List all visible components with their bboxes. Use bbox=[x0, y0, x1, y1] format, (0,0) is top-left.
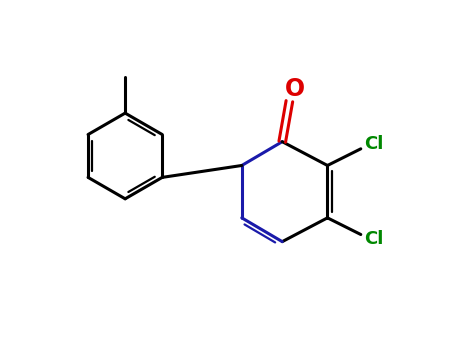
Text: O: O bbox=[285, 77, 305, 101]
Text: Cl: Cl bbox=[364, 230, 384, 248]
Text: Cl: Cl bbox=[364, 135, 384, 153]
